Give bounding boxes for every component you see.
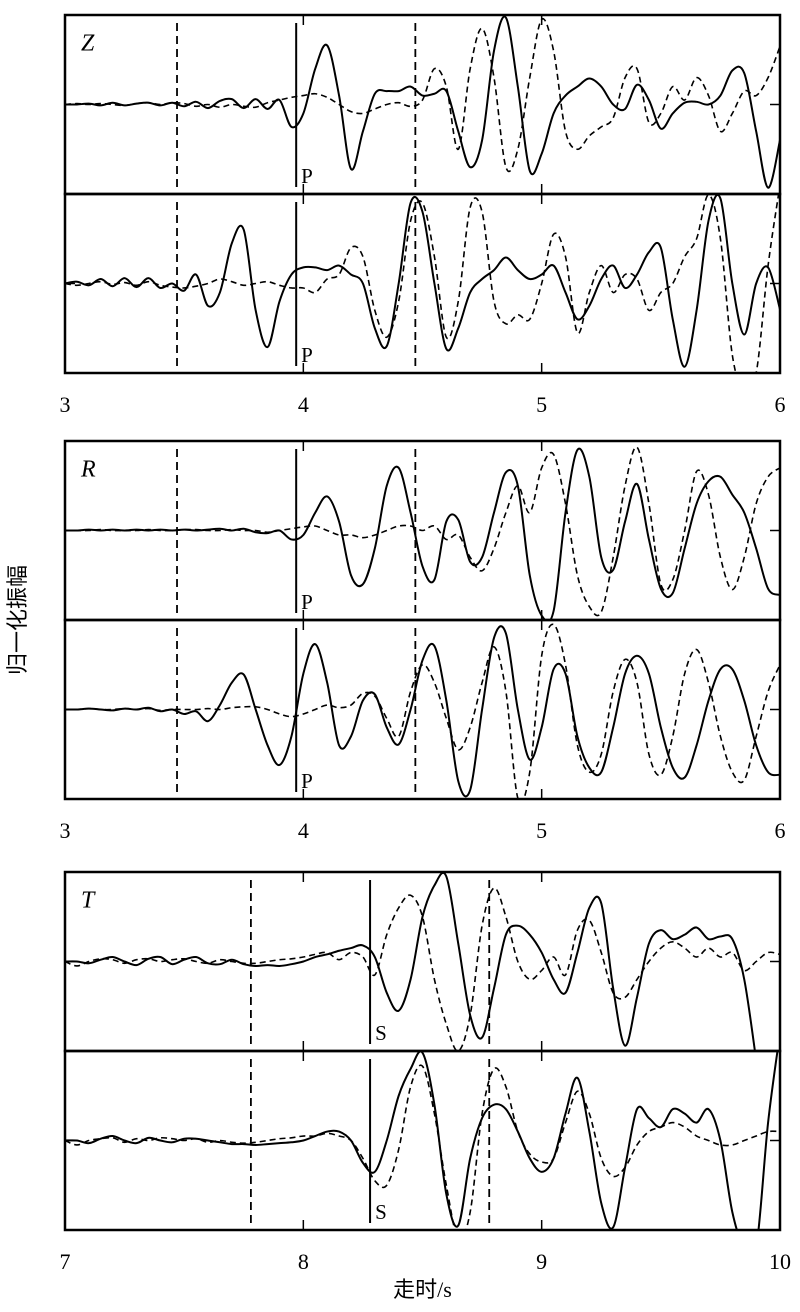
waveform <box>65 1051 779 1230</box>
x-tick-label: 5 <box>536 392 547 417</box>
pick-label: S <box>375 1200 387 1224</box>
x-tick-label: 8 <box>298 1249 309 1274</box>
pick-label: S <box>375 1021 387 1045</box>
waveform <box>65 872 756 1051</box>
panel-frame <box>63 192 782 375</box>
pick-label: P <box>301 343 313 367</box>
waveform <box>65 17 780 173</box>
x-tick-label: 7 <box>60 1249 71 1274</box>
x-tick-label: 10 <box>769 1249 791 1274</box>
panel-frame <box>63 870 782 1053</box>
waveform <box>65 447 780 620</box>
x-tick-label: 4 <box>298 392 309 417</box>
x-tick-label: 6 <box>775 818 786 843</box>
waveform <box>65 887 780 1051</box>
component-label: R <box>80 457 96 483</box>
component-label: T <box>81 888 96 914</box>
x-tick-label: 9 <box>536 1249 547 1274</box>
waveform <box>65 194 780 368</box>
panel-frame <box>63 1049 782 1232</box>
y-axis-title: 归一化振幅 <box>5 565 30 675</box>
component-label: Z <box>81 31 95 57</box>
panel-frame <box>63 618 782 801</box>
waveform <box>65 623 780 799</box>
x-tick-label: 3 <box>60 392 71 417</box>
pick-label: P <box>301 164 313 188</box>
pick-label: P <box>301 590 313 614</box>
waveform <box>65 446 780 617</box>
x-tick-label: 6 <box>775 392 786 417</box>
waveform <box>65 625 780 798</box>
waveform <box>65 15 780 189</box>
x-tick-label: 5 <box>536 818 547 843</box>
waveform <box>65 194 780 373</box>
x-tick-label: 4 <box>298 818 309 843</box>
x-axis-title: 走时/s <box>393 1277 452 1302</box>
waveform <box>65 1064 780 1230</box>
pick-label: P <box>301 769 313 793</box>
panel-frame <box>63 13 782 196</box>
x-tick-label: 3 <box>60 818 71 843</box>
